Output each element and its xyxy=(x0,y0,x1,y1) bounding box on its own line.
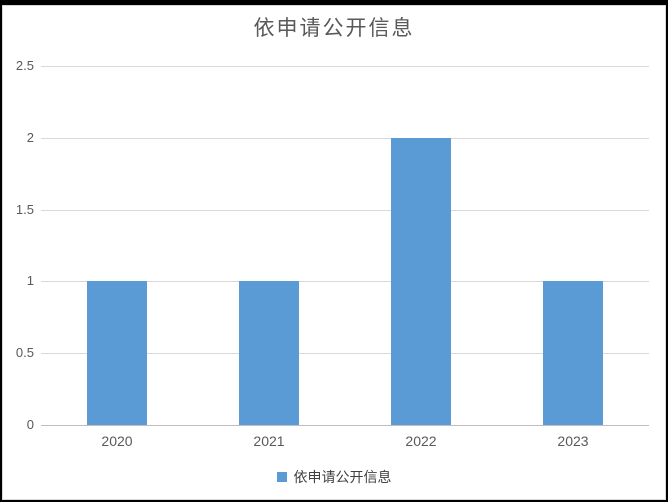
y-tick-label: 0 xyxy=(26,417,34,432)
y-tick-label: 1 xyxy=(26,273,34,289)
gridline xyxy=(41,209,649,211)
bar-2020 xyxy=(87,281,147,425)
x-tick-label: 2022 xyxy=(405,433,437,449)
y-tick-label: 2 xyxy=(26,129,34,145)
gridline xyxy=(41,281,649,283)
gridline xyxy=(41,66,649,67)
x-axis-line xyxy=(41,425,649,426)
bar-2023 xyxy=(543,281,603,425)
chart-title: 依申请公开信息 xyxy=(253,17,415,40)
legend-swatch-icon xyxy=(276,472,287,482)
y-tick-label: 0.5 xyxy=(15,345,34,361)
x-tick-label: 2023 xyxy=(557,433,589,449)
x-tick-label: 2021 xyxy=(253,433,285,449)
legend: 依申请公开信息 xyxy=(3,468,665,486)
gridline xyxy=(41,353,649,355)
y-tick-label: 1.5 xyxy=(15,201,34,217)
y-axis: 0 0.5 1 1.5 2 2.5 xyxy=(3,6,36,499)
gridline xyxy=(41,137,649,139)
x-tick-label: 2020 xyxy=(101,433,133,449)
y-tick-label: 2.5 xyxy=(15,58,34,73)
legend-series-label: 依申请公开信息 xyxy=(293,469,392,485)
bar-2021 xyxy=(239,281,299,425)
x-axis: 2020 2021 2022 2023 xyxy=(41,431,649,451)
bar-2022 xyxy=(391,137,451,425)
plot-area xyxy=(41,66,649,426)
chart-canvas: 依申请公开信息 0 0.5 1 1.5 2 2.5 2020 2021 2022 2023 依申… xyxy=(2,5,666,500)
